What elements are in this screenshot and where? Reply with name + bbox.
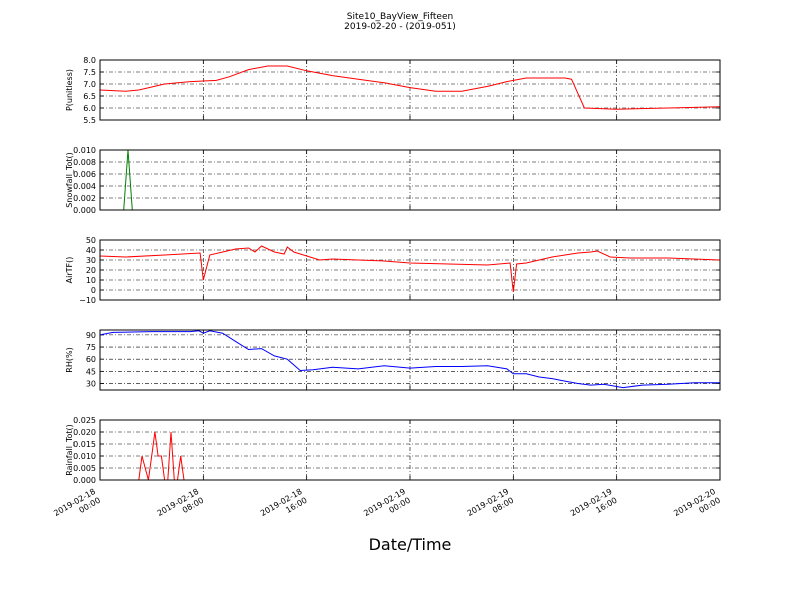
panel-4: 30 45 60 75 90 RH(%) bbox=[65, 329, 721, 391]
panel-2: 0.000 0.002 0.004 0.006 0.008 0.010Snowfall_T… bbox=[65, 146, 721, 215]
chart-title: Site10_BayView_Fifteen bbox=[347, 12, 453, 22]
y-tick-label: 0.000 bbox=[73, 476, 96, 485]
y-tick-label: 0 bbox=[91, 286, 96, 295]
panels: 5.56.06.57.07.58.0P(unitless)0.0000.0020… bbox=[65, 56, 721, 485]
plot-frame bbox=[99, 59, 721, 121]
y-tick-label: 6.0 bbox=[83, 104, 96, 113]
y-tick-label: 6.5 bbox=[83, 92, 96, 101]
y-tick-label: 8.0 bbox=[83, 56, 96, 65]
y-tick-label: 0.000 bbox=[73, 206, 96, 215]
y-tick-label: 7.0 bbox=[83, 80, 96, 89]
y-tick-label: 30 bbox=[86, 380, 96, 389]
y-tick-label: 90 bbox=[86, 331, 96, 340]
y-tick-label: 50 bbox=[86, 236, 96, 245]
y-axis-label: Snowfall_Tot() bbox=[65, 152, 74, 208]
series-line-4 bbox=[99, 330, 720, 389]
plot-frame bbox=[99, 149, 721, 211]
panel-5: 0.000 0.005 0.010 0.015 0.020 0.025Rainfall_T… bbox=[65, 416, 721, 485]
y-tick-label: 0.008 bbox=[73, 158, 96, 167]
y-tick-label: 30 bbox=[86, 256, 96, 265]
y-axis-label: RH(%) bbox=[65, 347, 74, 372]
y-tick-label: 5.5 bbox=[83, 116, 96, 125]
x-axis-label: Date/Time bbox=[369, 535, 452, 554]
series-line-3 bbox=[99, 245, 721, 293]
y-axis-label: AirTF() bbox=[65, 257, 74, 284]
y-tick-label: 60 bbox=[86, 355, 96, 364]
y-tick-label: 20 bbox=[86, 266, 96, 275]
plot-frame bbox=[99, 329, 721, 391]
panel-1: 5.5 6.0 6.5 7.0 7.5 8.0 P(unitless) bbox=[65, 56, 721, 125]
y-tick-label: 0.005 bbox=[73, 464, 96, 473]
y-tick-label: 7.5 bbox=[83, 68, 96, 77]
y-axis-label: Rainfall_Tot() bbox=[65, 424, 74, 476]
y-tick-label: 45 bbox=[86, 367, 96, 376]
y-tick-label: 0.015 bbox=[73, 440, 96, 449]
y-tick-label: 0.006 bbox=[73, 170, 96, 179]
y-tick-label: 0.025 bbox=[73, 416, 96, 425]
y-tick-label: 10 bbox=[86, 276, 96, 285]
y-tick-label: 0.004 bbox=[73, 182, 96, 191]
y-tick-label: 0.002 bbox=[73, 194, 96, 203]
y-tick-label: 0.010 bbox=[73, 146, 96, 155]
y-tick-label: 0.020 bbox=[73, 428, 96, 437]
y-tick-label: 0.010 bbox=[73, 452, 96, 461]
y-tick-label: 75 bbox=[86, 343, 96, 352]
chart-subtitle: 2019-02-20 - (2019-051) bbox=[344, 22, 456, 32]
plot-frame bbox=[99, 419, 721, 481]
y-tick-label: 40 bbox=[86, 246, 96, 255]
y-tick-label: −10 bbox=[79, 296, 96, 305]
series-line-1 bbox=[99, 65, 721, 110]
plot-frame bbox=[99, 239, 721, 301]
y-axis-label: P(unitless) bbox=[65, 69, 74, 111]
